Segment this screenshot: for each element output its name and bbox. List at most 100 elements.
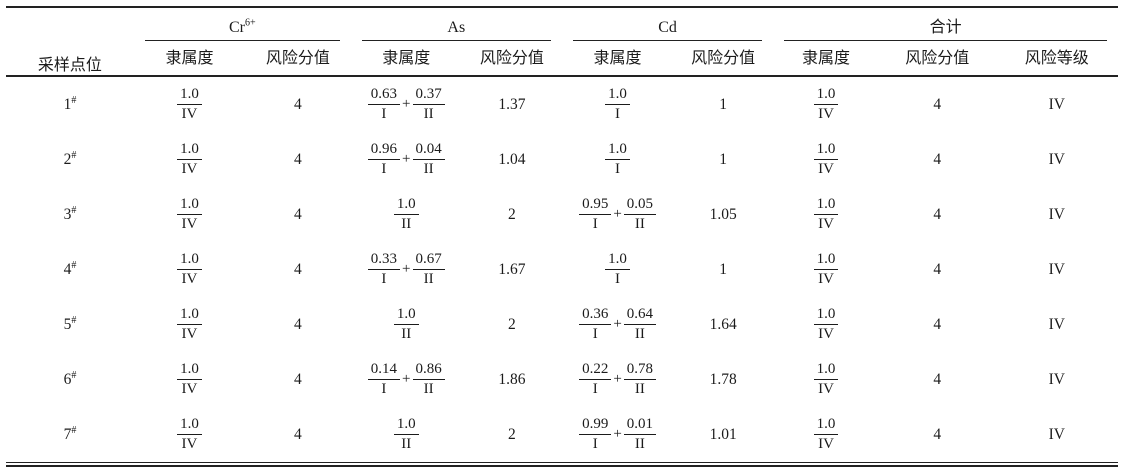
fraction-denominator: IV xyxy=(818,216,834,232)
fraction-denominator: I xyxy=(381,381,387,397)
group-header-total: 合计 xyxy=(773,7,1118,41)
cr-score-cell: 4 xyxy=(294,95,302,113)
fraction-numerator: 1.0 xyxy=(177,361,202,380)
fraction-denominator: IV xyxy=(181,106,198,122)
fraction-denominator: I xyxy=(381,106,387,122)
as-membership-cell: 0.96 I +0.04 II xyxy=(351,132,462,187)
membership-fraction: 1.0 IV xyxy=(773,141,879,178)
fraction-denominator: II xyxy=(634,436,645,452)
fraction: 1.0 I xyxy=(605,141,630,178)
membership-fraction: 1.0 IV xyxy=(773,196,879,233)
fraction: 0.64 II xyxy=(623,306,657,343)
fraction-numerator: 0.22 xyxy=(579,361,612,380)
fraction-numerator: 1.0 xyxy=(605,86,630,105)
cd-score-cell: 1.64 xyxy=(709,315,737,333)
point-cell: 3# xyxy=(63,204,77,223)
plus-sign: + xyxy=(613,371,622,387)
fraction-numerator: 1.0 xyxy=(177,306,202,325)
fraction-numerator: 1.0 xyxy=(177,86,202,105)
point-cell: 5# xyxy=(63,314,77,333)
fraction-denominator: II xyxy=(423,161,434,177)
fraction-numerator: 1.0 xyxy=(605,251,630,270)
membership-fraction: 1.0 IV xyxy=(134,251,245,288)
as-score-cell: 2 xyxy=(508,425,516,443)
header-cr-score: 风险分值 xyxy=(245,41,351,77)
fraction: 1.0 IV xyxy=(177,306,202,343)
fraction-denominator: II xyxy=(634,326,645,342)
fraction-denominator: II xyxy=(401,216,412,232)
fraction: 0.96 I xyxy=(367,141,401,178)
as-score-cell: 2 xyxy=(508,205,516,223)
header-as-score: 风险分值 xyxy=(461,41,562,77)
plus-sign: + xyxy=(402,96,411,112)
risk-grade-cell: IV xyxy=(1048,425,1065,443)
table-body: 1# 1.0 IV 4 0.63 I +0.37 II 1.37 1.0 I 1 1.0 IV 4 IV 2# 1… xyxy=(6,76,1118,463)
fraction: 0.14 I xyxy=(367,361,401,398)
cd-membership-cell: 0.22 I +0.78 II xyxy=(562,352,673,407)
membership-fraction: 1.0 II xyxy=(351,306,462,343)
cr-membership-cell: 1.0 IV xyxy=(134,242,245,297)
total-score-cell: 4 xyxy=(933,205,942,223)
cd-membership-cell: 1.0 I xyxy=(562,76,673,132)
table-row: 6# 1.0 IV 4 0.14 I +0.86 II 1.86 0.22 I +0.78 II 1.78… xyxy=(6,352,1118,407)
cd-membership-cell: 0.95 I +0.05 II xyxy=(562,187,673,242)
fraction-numerator: 0.78 xyxy=(623,361,657,380)
fraction: 1.0 IV xyxy=(813,141,839,178)
fraction-numerator: 0.95 xyxy=(579,196,612,215)
fraction-denominator: IV xyxy=(818,161,834,177)
as-membership-cell: 0.63 I +0.37 II xyxy=(351,76,462,132)
fraction: 1.0 II xyxy=(393,196,419,233)
fraction-numerator: 1.0 xyxy=(813,306,839,325)
membership-fraction: 1.0 II xyxy=(351,416,462,453)
as-score-cell: 2 xyxy=(508,315,516,333)
group-header-row: 采样点位 Cr6+ As Cd 合计 xyxy=(6,7,1118,77)
group-label-as: As xyxy=(447,19,466,36)
fraction-numerator: 1.0 xyxy=(813,251,839,270)
fraction: 0.86 II xyxy=(412,361,445,398)
as-score-cell: 1.04 xyxy=(498,150,526,168)
fraction-denominator: IV xyxy=(181,326,198,342)
group-header-cd: Cd xyxy=(562,7,773,41)
fraction-numerator: 0.37 xyxy=(412,86,445,105)
as-membership-cell: 0.33 I +0.67 II xyxy=(351,242,462,297)
cr-membership-cell: 1.0 IV xyxy=(134,132,245,187)
fraction: 1.0 IV xyxy=(177,86,202,123)
point-sup: # xyxy=(71,259,77,271)
cr-score-cell: 4 xyxy=(294,205,302,223)
membership-fraction: 0.22 I +0.78 II xyxy=(562,361,673,398)
fraction-numerator: 0.05 xyxy=(623,196,657,215)
risk-grade-cell: IV xyxy=(1048,370,1065,388)
fraction-denominator: IV xyxy=(181,161,198,177)
fraction-numerator: 0.86 xyxy=(412,361,445,380)
fraction-numerator: 1.0 xyxy=(177,196,202,215)
cr-membership-cell: 1.0 IV xyxy=(134,76,245,132)
table-row: 2# 1.0 IV 4 0.96 I +0.04 II 1.04 1.0 I 1 1.0 IV 4 IV xyxy=(6,132,1118,187)
plus-sign: + xyxy=(613,206,622,222)
header-total-grade: 风险等级 xyxy=(995,41,1118,77)
fraction-denominator: IV xyxy=(818,381,834,397)
plus-sign: + xyxy=(402,151,411,167)
cr-membership-cell: 1.0 IV xyxy=(134,297,245,352)
cr-score-cell: 4 xyxy=(294,315,302,333)
sub-header-row: 隶属度 风险分值 隶属度 风险分值 隶属度 风险分值 隶属度 风险分值 风险等级 xyxy=(6,41,1118,77)
fraction-denominator: IV xyxy=(181,436,198,452)
cd-score-cell: 1 xyxy=(719,150,728,168)
cd-membership-cell: 0.36 I +0.64 II xyxy=(562,297,673,352)
fraction-numerator: 0.01 xyxy=(623,416,657,435)
membership-fraction: 1.0 I xyxy=(562,86,673,123)
cr-membership-cell: 1.0 IV xyxy=(134,187,245,242)
total-score-cell: 4 xyxy=(933,260,942,278)
fraction-numerator: 1.0 xyxy=(813,141,839,160)
membership-fraction: 1.0 IV xyxy=(773,86,879,123)
as-membership-cell: 1.0 II xyxy=(351,407,462,463)
total-score-cell: 4 xyxy=(933,315,942,333)
total-membership-cell: 1.0 IV xyxy=(773,352,879,407)
fraction-numerator: 1.0 xyxy=(177,251,202,270)
fraction-denominator: II xyxy=(423,381,434,397)
table-row: 7# 1.0 IV 4 1.0 II 2 0.99 I +0.01 II 1.01 1.0 IV 4 IV xyxy=(6,407,1118,463)
total-score-cell: 4 xyxy=(933,95,942,113)
fraction-numerator: 1.0 xyxy=(605,141,630,160)
point-cell: 2# xyxy=(63,149,77,168)
table-header: 采样点位 Cr6+ As Cd 合计 隶属度 风险分值 隶属度 风险分值 xyxy=(6,7,1118,77)
membership-fraction: 0.36 I +0.64 II xyxy=(562,306,673,343)
